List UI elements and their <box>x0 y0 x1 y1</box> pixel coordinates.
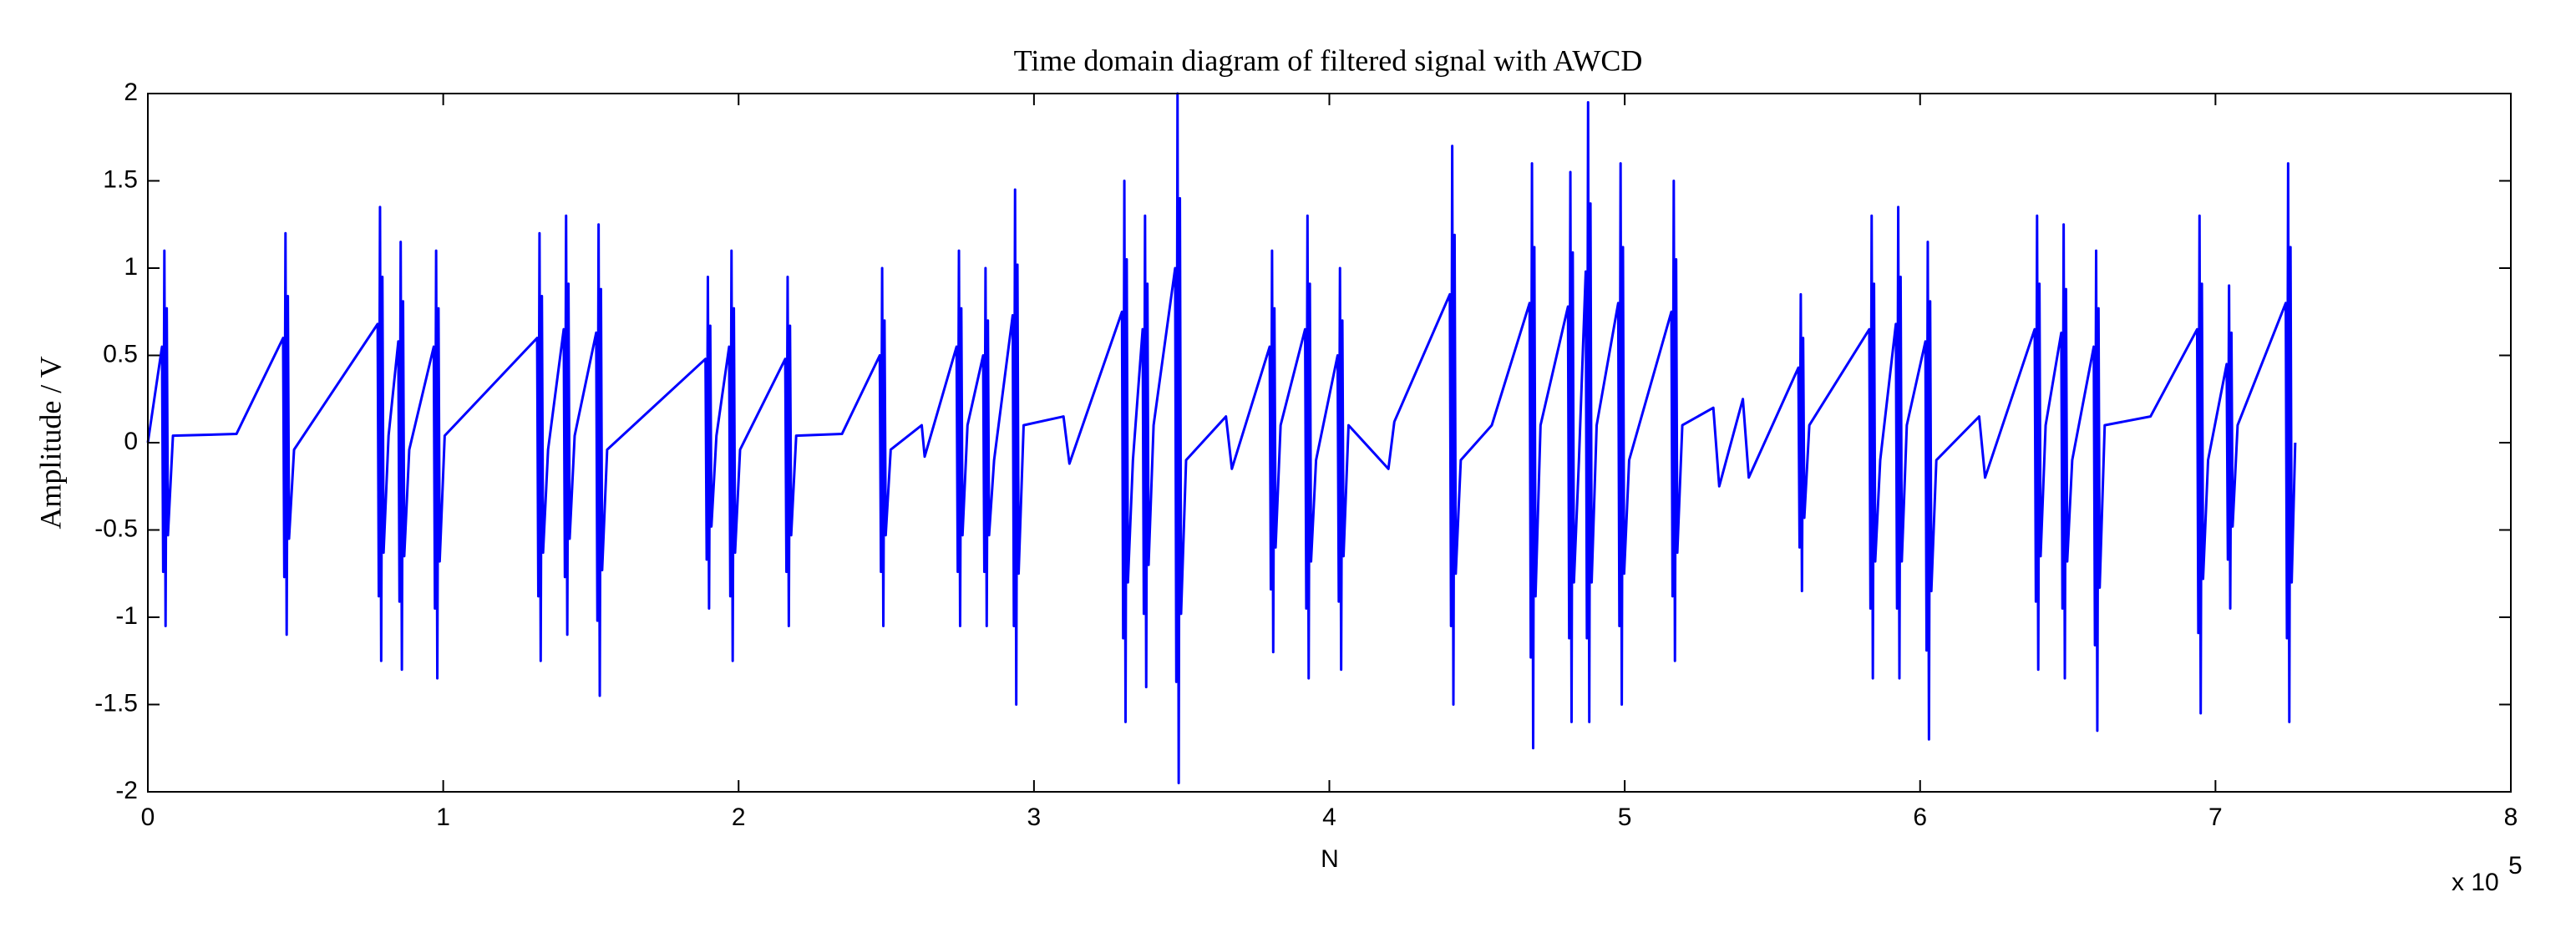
y-tick-label: 1.5 <box>103 165 138 193</box>
x-axis-label: N <box>1321 845 1339 873</box>
y-tick-label: -0.5 <box>94 515 138 542</box>
x-tick-label: 0 <box>141 804 155 831</box>
y-tick-label: -1.5 <box>94 689 138 717</box>
x-tick-label: 7 <box>2208 804 2223 831</box>
y-tick-label: -2 <box>115 777 138 804</box>
y-tick-label: 1 <box>124 253 138 281</box>
y-tick-label: -1 <box>115 602 138 630</box>
chart-title: Time domain diagram of filtered signal w… <box>1014 43 1643 77</box>
x-tick-label: 1 <box>436 804 450 831</box>
x-tick-label: 4 <box>1322 804 1336 831</box>
x-multiplier: x 10 <box>2452 869 2499 896</box>
x-tick-label: 8 <box>2504 804 2518 831</box>
x-multiplier-exponent: 5 <box>2508 852 2523 880</box>
x-tick-label: 5 <box>1618 804 1632 831</box>
x-tick-label: 2 <box>732 804 746 831</box>
y-tick-label: 0 <box>124 428 138 455</box>
y-tick-label: 2 <box>124 79 138 106</box>
signal-line <box>146 92 2297 785</box>
y-axis-label: Amplitude / V <box>33 356 67 529</box>
y-tick-label: 0.5 <box>103 340 138 368</box>
x-tick-label: 6 <box>1913 804 1927 831</box>
x-tick-label: 3 <box>1027 804 1042 831</box>
